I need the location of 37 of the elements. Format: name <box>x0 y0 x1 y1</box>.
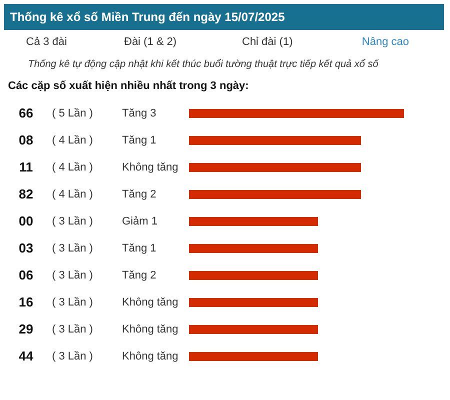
text: Giảm 1 <box>122 216 158 228</box>
data-label: ( 4 Lần ) <box>52 134 93 146</box>
text: Nâng cao <box>362 36 409 48</box>
data-label: ( 3 Lần ) <box>52 350 93 362</box>
data-label: ( 3 Lần ) <box>52 324 93 336</box>
data-label: ( 5 Lần ) <box>52 108 93 120</box>
y-tick-label: 06 <box>18 268 34 282</box>
y-tick-label: 82 <box>18 186 34 202</box>
y-tick-label: 16 <box>18 294 34 310</box>
text: Tăng 3 <box>122 108 156 120</box>
data-label: ( 3 Lần ) <box>52 296 93 308</box>
text: Tăng 1 <box>122 242 156 254</box>
data-label: ( 4 Lần ) <box>52 188 93 200</box>
text: Thống kê tự động cập nhật khi kết thúc buổi tường thuật trực tiếp kết quả xổ số <box>28 58 380 70</box>
y-tick-label: 66 <box>18 106 34 120</box>
text: Tăng 2 <box>122 188 156 200</box>
y-tick-label: 11 <box>19 160 33 174</box>
y-tick-label: 29 <box>18 322 34 336</box>
text: Không tăng <box>122 296 178 308</box>
text: Chỉ đài (1) <box>242 36 293 48</box>
data-label: ( 3 Lần ) <box>52 242 93 254</box>
text: Cả 3 đài <box>26 36 67 48</box>
chart-title: Thống kê xổ số Miền Trung đến ngày 15/07/2025 <box>10 10 286 24</box>
text: Không tăng <box>122 162 178 174</box>
text: Tăng 1 <box>122 134 156 146</box>
y-tick-label: 44 <box>18 348 34 364</box>
text: Tăng 2 <box>122 270 156 282</box>
data-label: ( 3 Lần ) <box>52 270 93 282</box>
y-tick-label: 08 <box>18 132 34 148</box>
text: Không tăng <box>122 324 178 336</box>
chart-subtitle: Các cặp số xuất hiện nhiều nhất trong 3 ngày: <box>8 80 249 92</box>
y-tick-label: 00 <box>18 214 34 228</box>
y-tick-label: 03 <box>18 240 34 256</box>
data-label: ( 4 Lần ) <box>52 162 93 174</box>
text: Đài (1 & 2) <box>124 36 177 48</box>
text: Không tăng <box>122 350 178 362</box>
data-label: ( 3 Lần ) <box>52 216 93 228</box>
